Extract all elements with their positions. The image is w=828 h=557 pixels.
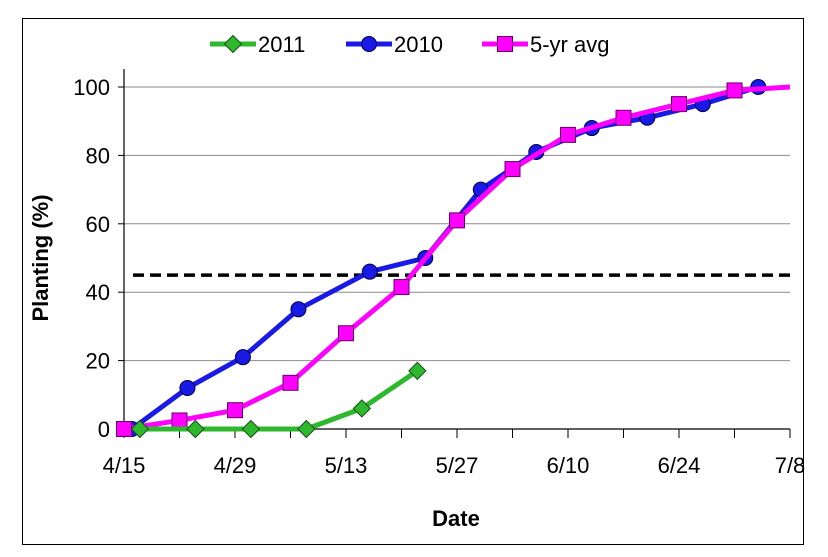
y-tick-label: 100 [73,75,110,100]
series-2011-point [297,419,316,439]
series-5-yr-avg-point [393,279,410,296]
series-5-yr-avg-point [615,109,632,126]
series-line-2010 [130,84,760,432]
series-2010 [123,79,767,437]
series-2010-point [234,349,251,366]
series-2010-point [179,379,196,396]
series-2010-point [361,263,378,280]
x-tick-label: 4/15 [103,453,146,478]
legend-label-2010: 2010 [394,32,443,57]
y-tick-label: 40 [86,280,110,305]
series-5-yr-avg-point [338,325,354,342]
y-tick-label: 80 [86,143,110,168]
y-tick-label: 60 [86,212,110,237]
series-line-2011 [139,368,419,432]
series-5-yr-avg-point [282,374,299,391]
y-axis-label: Planting (%) [28,194,53,321]
series-5-yr-avg-point [171,412,188,429]
x-tick-label: 6/24 [658,453,701,478]
x-axis-label: Date [432,506,480,531]
series-2010-point [290,301,307,318]
series-line-5-yr-avg [116,84,791,432]
series-5-yr-avg-point [560,126,576,143]
chart-frame [22,18,804,545]
legend-5-yr-avg-point [497,36,513,52]
series-5-yr-avg-point [227,402,243,419]
y-tick-label: 20 [86,349,110,374]
series-2011 [130,361,427,439]
y-tick-label: 0 [98,417,110,442]
x-tick-label: 7/8 [775,453,806,478]
legend-2010-point [361,36,377,52]
series-2011-point [352,399,372,418]
series-2011-point [241,419,261,439]
series-5-yr-avg-point [671,96,687,113]
series-2011-point [130,419,150,439]
series-5-yr-avg [116,82,791,437]
legend-label-2011: 2011 [258,32,305,57]
series-5-yr-avg-point [116,421,132,437]
legend-label-5-yr-avg: 5-yr avg [530,32,609,57]
series-group [116,79,791,439]
series-5-yr-avg-point [726,82,743,99]
legend: 2011 2010 5-yr avg [210,32,609,57]
series-2011-point [186,419,205,439]
series-2011-point [408,361,427,381]
x-tick-label: 5/27 [436,453,479,478]
x-tick-label: 4/29 [214,453,257,478]
legend-2011-point [223,34,243,54]
x-tick-label: 6/10 [547,453,590,478]
x-tick-label: 5/13 [325,453,368,478]
series-5-yr-avg-point [504,161,521,178]
series-5-yr-avg-point [449,212,465,229]
